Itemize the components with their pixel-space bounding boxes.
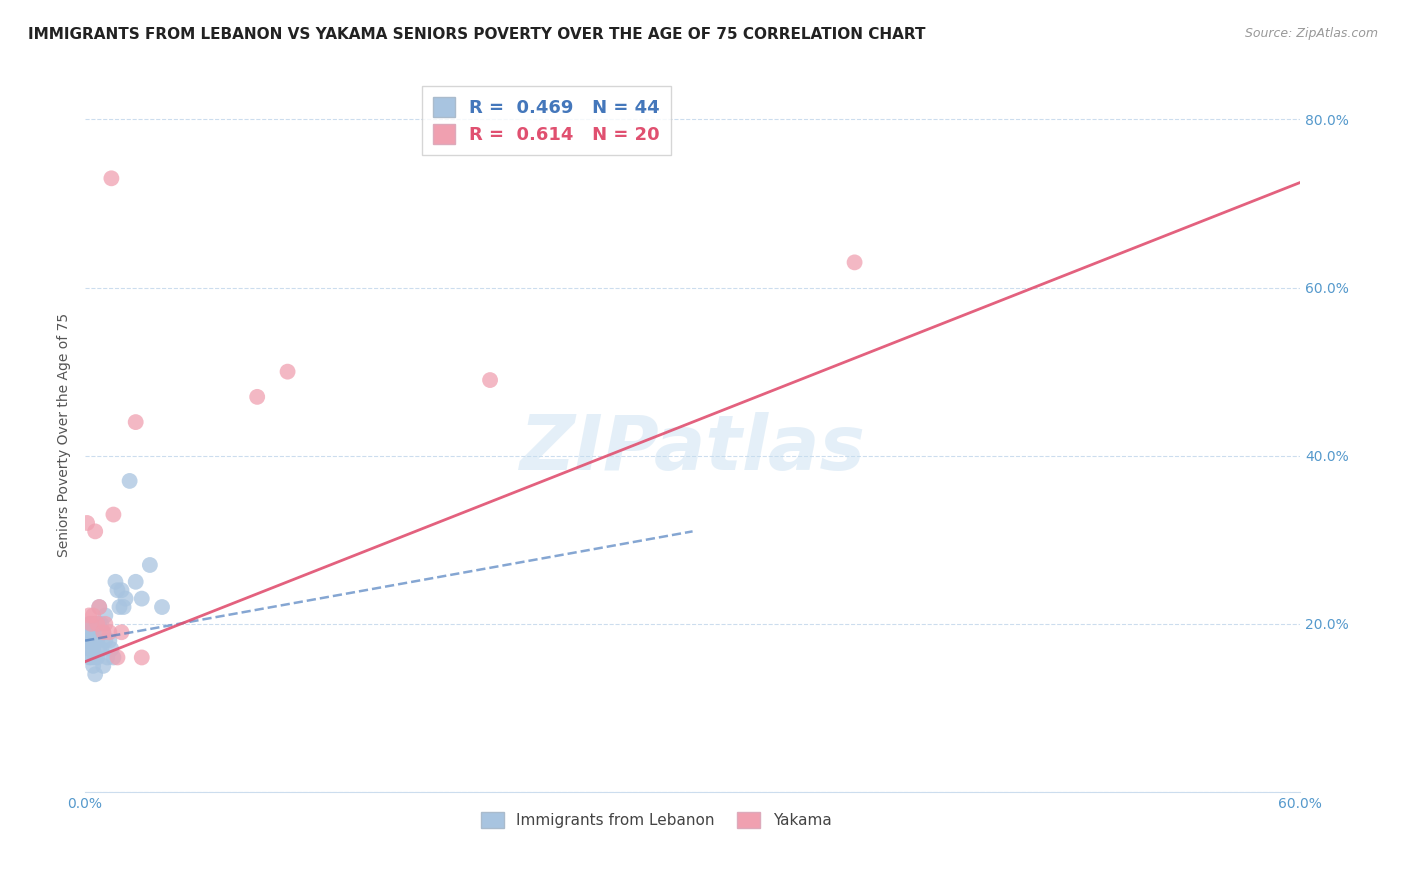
Point <box>80 616 103 631</box>
Point <box>77 633 100 648</box>
Point <box>77 616 100 631</box>
Point <box>844 255 866 269</box>
Point <box>90 616 112 631</box>
Point <box>80 642 103 657</box>
Point <box>76 625 98 640</box>
Point <box>89 616 111 631</box>
Y-axis label: Seniors Poverty Over the Age of 75: Seniors Poverty Over the Age of 75 <box>58 312 72 557</box>
Point <box>89 600 111 615</box>
Point <box>84 616 107 631</box>
Point <box>82 642 104 657</box>
Point <box>94 616 117 631</box>
Point <box>104 574 127 589</box>
Point <box>77 650 100 665</box>
Point <box>84 524 107 539</box>
Point <box>103 650 125 665</box>
Point <box>107 583 129 598</box>
Point <box>91 658 114 673</box>
Point <box>479 373 502 387</box>
Point <box>86 616 108 631</box>
Point <box>82 658 104 673</box>
Point <box>108 600 131 615</box>
Point <box>84 667 107 681</box>
Point <box>77 642 100 657</box>
Point <box>82 625 104 640</box>
Point <box>246 390 269 404</box>
Point <box>91 625 114 640</box>
Point <box>103 508 125 522</box>
Point <box>107 650 129 665</box>
Point <box>84 633 107 648</box>
Point <box>76 516 98 530</box>
Point <box>89 600 111 615</box>
Text: ZIPatlas: ZIPatlas <box>520 412 866 486</box>
Point <box>86 616 108 631</box>
Point <box>94 608 117 623</box>
Point <box>100 642 122 657</box>
Point <box>277 365 299 379</box>
Point <box>84 650 107 665</box>
Point <box>125 574 148 589</box>
Point <box>150 600 173 615</box>
Point <box>131 650 153 665</box>
Point <box>110 583 132 598</box>
Point <box>125 415 148 429</box>
Legend: Immigrants from Lebanon, Yakama: Immigrants from Lebanon, Yakama <box>475 806 838 834</box>
Point <box>100 171 122 186</box>
Point <box>80 650 103 665</box>
Text: Source: ZipAtlas.com: Source: ZipAtlas.com <box>1244 27 1378 40</box>
Point <box>94 633 117 648</box>
Point <box>89 642 111 657</box>
Point <box>98 633 121 648</box>
Point <box>77 608 100 623</box>
Point <box>80 616 103 631</box>
Text: IMMIGRANTS FROM LEBANON VS YAKAMA SENIORS POVERTY OVER THE AGE OF 75 CORRELATION: IMMIGRANTS FROM LEBANON VS YAKAMA SENIOR… <box>28 27 925 42</box>
Point <box>80 625 103 640</box>
Point <box>98 625 121 640</box>
Point <box>86 633 108 648</box>
Point <box>110 625 132 640</box>
Point <box>114 591 136 606</box>
Point <box>139 558 162 572</box>
Point <box>96 650 118 665</box>
Point <box>91 625 114 640</box>
Point <box>131 591 153 606</box>
Point <box>118 474 141 488</box>
Point <box>76 633 98 648</box>
Point <box>86 650 108 665</box>
Point <box>112 600 135 615</box>
Point <box>90 642 112 657</box>
Point <box>82 608 104 623</box>
